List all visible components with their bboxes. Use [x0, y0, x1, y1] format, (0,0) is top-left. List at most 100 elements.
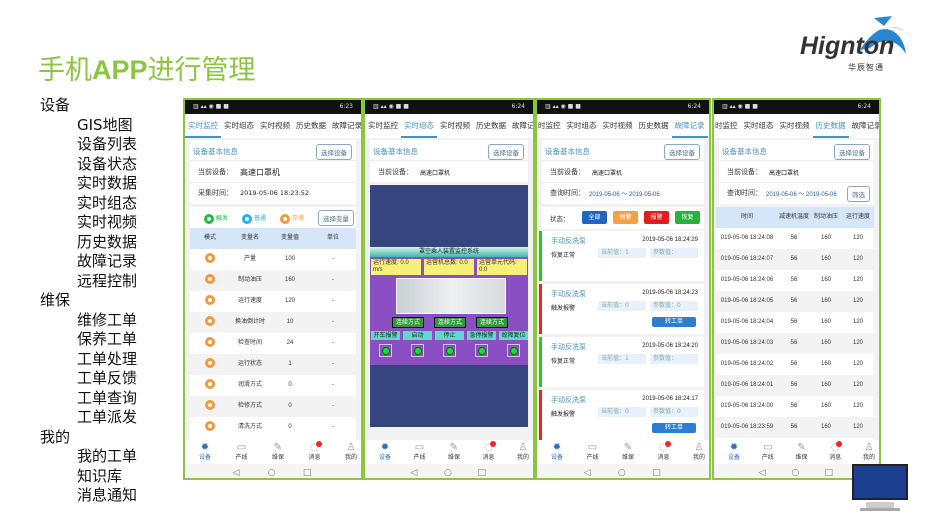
nav-0[interactable]: ✹ 设备	[545, 442, 569, 462]
nav-3[interactable]: ◌ 消息	[652, 441, 676, 462]
tab-0[interactable]: 时监控	[538, 121, 561, 130]
fault-card[interactable]: 手动反洗泵 2019-05-06 18:24:23 触发报警 当前值：0 参数值：0 转工…	[539, 284, 704, 334]
nav-3[interactable]: ◌ 消息	[303, 441, 327, 462]
back-icon[interactable]: ◁	[232, 468, 240, 478]
filter-3[interactable]: 恢复	[675, 211, 700, 224]
nav-1[interactable]: ▭ 产线	[756, 442, 780, 462]
home-icon[interactable]: ○	[267, 468, 276, 478]
legend-0[interactable]: 触发	[204, 213, 228, 224]
outline-item: 维保	[40, 291, 71, 309]
filter-0[interactable]: 全部	[582, 211, 607, 224]
convert-to-workorder-button[interactable]: 转工单	[652, 423, 696, 433]
fault-card[interactable]: 手动反洗泵 2019-05-06 18:24:20 恢复正常 当前值：1 参数值：	[539, 337, 704, 387]
back-icon[interactable]: ◁	[758, 468, 766, 478]
table-row[interactable]: 019-05-06 18:24:08 56 160 120	[716, 228, 874, 249]
table-row[interactable]: 019-05-06 18:24:01 56 160 120	[716, 375, 874, 396]
select-device-button[interactable]: 选择设备	[834, 144, 870, 160]
nav-1[interactable]: ▭ 产线	[581, 442, 605, 462]
filter-1[interactable]: 预警	[613, 211, 638, 224]
table-row[interactable]: 019-05-06 18:24:05 56 160 120	[716, 291, 874, 312]
home-icon[interactable]: ○	[617, 468, 626, 478]
home-icon[interactable]: ○	[791, 468, 800, 478]
table-row[interactable]: 019-05-06 18:24:03 56 160 120	[716, 333, 874, 354]
back-icon[interactable]: ◁	[410, 468, 418, 478]
select-device-button[interactable]: 选择设备	[664, 144, 700, 160]
nav-3[interactable]: ◌ 消息	[477, 441, 501, 462]
table-row[interactable]: 检查时间 24 -	[190, 333, 356, 354]
nav-2[interactable]: ✎ 维保	[266, 442, 290, 462]
nav-2[interactable]: ✎ 维保	[790, 442, 814, 462]
tab-1[interactable]: 实时组态	[566, 121, 597, 130]
table-row[interactable]: 019-05-06 18:24:06 56 160 120	[716, 270, 874, 291]
convert-to-workorder-button[interactable]: 转工单	[652, 317, 696, 327]
table-row[interactable]: 制动油压 160 -	[190, 270, 356, 291]
tab-0[interactable]: 实时监控	[185, 116, 221, 138]
nav-3[interactable]: ◌ 消息	[823, 441, 847, 462]
table-row[interactable]: 产量 100 -	[190, 249, 356, 270]
nav-2[interactable]: ✎ 维保	[616, 442, 640, 462]
nav-2[interactable]: ✎ 维保	[442, 442, 466, 462]
tab-2[interactable]: 实时视频	[779, 121, 810, 130]
table-row[interactable]: 019-05-06 18:23:59 56 160 120	[716, 417, 874, 438]
tab-0[interactable]: 时监控	[715, 121, 738, 130]
table-row[interactable]: 润滑方式 0 -	[190, 375, 356, 396]
table-row[interactable]: 清洗方式 0 -	[190, 417, 356, 438]
nav-1[interactable]: ▭ 产线	[230, 442, 254, 462]
recent-apps-icon[interactable]: □	[824, 468, 834, 478]
table-row[interactable]: 运行速度 120 -	[190, 291, 356, 312]
select-device-button[interactable]: 选择设备	[316, 144, 352, 160]
nav-4[interactable]: ♙ 我的	[511, 442, 533, 462]
tab-1[interactable]: 实时组态	[401, 116, 437, 138]
tab-2[interactable]: 实时视频	[260, 121, 290, 130]
tab-0[interactable]: 实时监控	[368, 121, 398, 130]
nav-0[interactable]: ✹ 设备	[722, 442, 746, 462]
control-label-4[interactable]: 故障复位	[499, 331, 528, 340]
table-row[interactable]: 019-05-06 18:24:00 56 160 120	[716, 396, 874, 417]
nav-4[interactable]: ♙ 我的	[857, 442, 879, 462]
tab-3[interactable]: 历史数据	[296, 121, 326, 130]
table-row[interactable]: 检修方式 0 -	[190, 396, 356, 417]
tab-4[interactable]: 故障记录	[512, 121, 533, 130]
control-label-2[interactable]: 停止	[435, 331, 464, 340]
tab-4[interactable]: 故障记录	[671, 116, 708, 138]
mode-button-2[interactable]: 连续方式	[476, 317, 508, 328]
table-row[interactable]: 019-05-06 18:24:02 56 160 120	[716, 354, 874, 375]
legend-2[interactable]: 存储	[280, 213, 304, 224]
control-label-0[interactable]: 开车报警	[371, 331, 400, 340]
table-row[interactable]: 运行状态 1 -	[190, 354, 356, 375]
tab-3[interactable]: 历史数据	[476, 121, 506, 130]
filter-button[interactable]: 筛选	[847, 186, 870, 202]
filter-2[interactable]: 报警	[644, 211, 669, 224]
tab-4[interactable]: 故障记录	[851, 121, 880, 130]
nav-4[interactable]: ♙ 我的	[687, 442, 709, 462]
fault-card[interactable]: 手动反洗泵 2019-05-06 18:24:17 触发报警 当前值：0 参数值：0 转工…	[539, 390, 704, 440]
tab-4[interactable]: 故障记录	[332, 121, 361, 130]
nav-0[interactable]: ✹ 设备	[193, 442, 217, 462]
fault-card[interactable]: 手动反洗泵 2019-05-06 18:24:29 恢复正常 当前值：1 参数值：	[539, 231, 704, 281]
table-row[interactable]: 019-05-06 18:24:07 56 160 120	[716, 249, 874, 270]
home-icon[interactable]: ○	[443, 468, 452, 478]
mode-button-0[interactable]: 连续方式	[392, 317, 424, 328]
nav-1[interactable]: ▭ 产线	[408, 442, 432, 462]
mode-button-1[interactable]: 连续方式	[434, 317, 466, 328]
recent-apps-icon[interactable]: □	[302, 468, 312, 478]
table-row[interactable]: 换油倒计时 10 -	[190, 312, 356, 333]
recent-apps-icon[interactable]: □	[477, 468, 487, 478]
select-variable-button[interactable]: 选择变量	[318, 210, 354, 226]
tab-1[interactable]: 实时组态	[224, 121, 254, 130]
tab-1[interactable]: 实时组态	[743, 121, 774, 130]
recent-apps-icon[interactable]: □	[652, 468, 661, 478]
nav-4[interactable]: ♙ 我的	[339, 442, 361, 462]
tab-5[interactable]: 远程控制	[708, 114, 710, 138]
tab-3[interactable]: 历史数据	[638, 121, 669, 130]
tab-3[interactable]: 历史数据	[812, 116, 849, 138]
select-device-button[interactable]: 选择设备	[488, 144, 524, 160]
legend-1[interactable]: 普通	[242, 213, 266, 224]
tab-2[interactable]: 实时视频	[440, 121, 470, 130]
control-label-3[interactable]: 急停报警	[467, 331, 496, 340]
table-row[interactable]: 019-05-06 18:24:04 56 160 120	[716, 312, 874, 333]
back-icon[interactable]: ◁	[583, 468, 591, 478]
control-label-1[interactable]: 启动	[403, 331, 432, 340]
tab-2[interactable]: 实时视频	[602, 121, 633, 130]
nav-0[interactable]: ✹ 设备	[373, 442, 397, 462]
